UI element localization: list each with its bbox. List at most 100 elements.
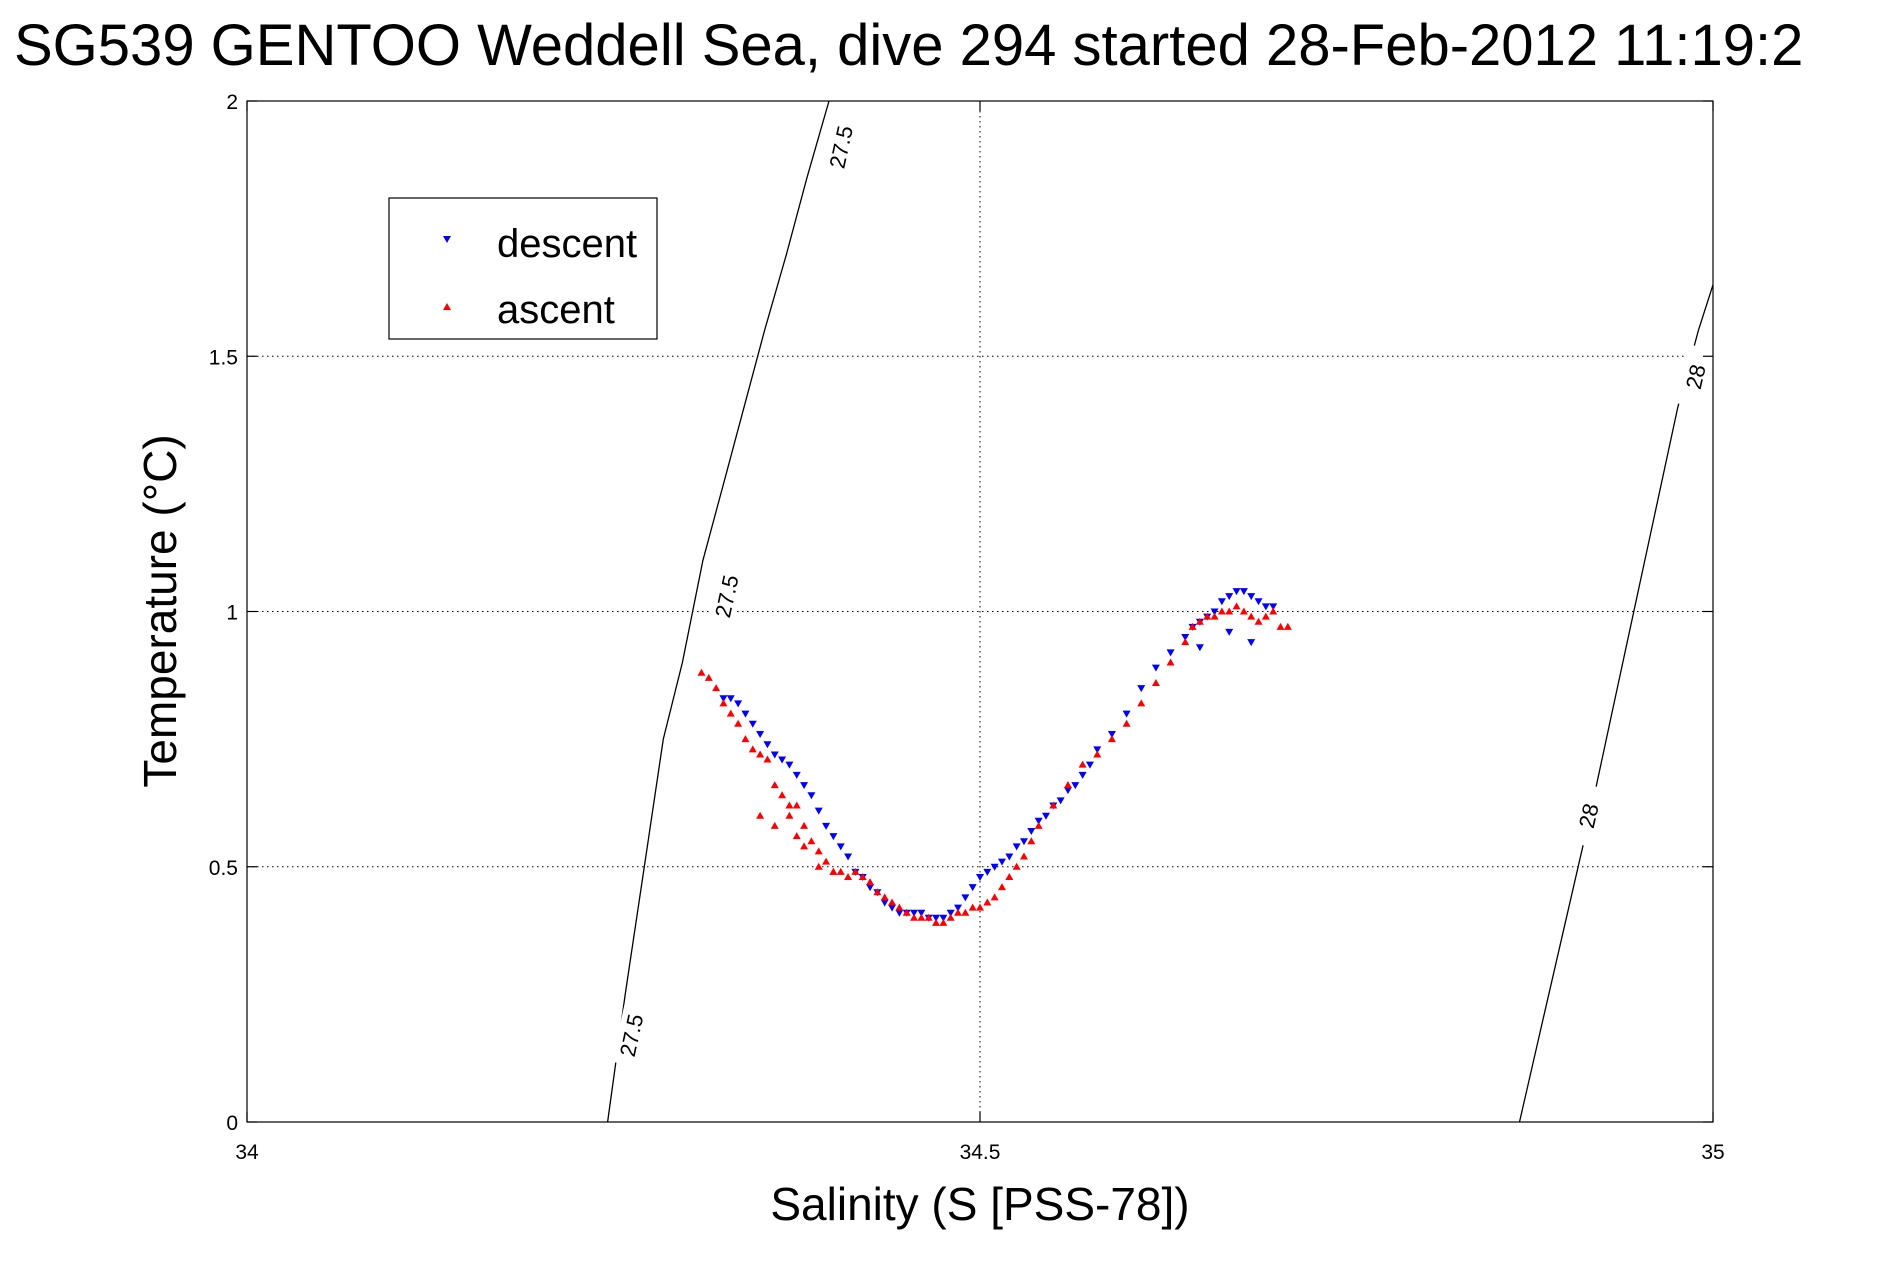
descent-point [829,833,838,841]
ascent-point [1195,617,1204,625]
ascent-point [1005,872,1014,880]
contour-label-gap [612,1003,651,1068]
ascent-point [836,867,845,875]
ascent-point [792,801,801,809]
y-tick-label: 1 [226,602,238,625]
ascent-point [954,908,963,916]
ascent-point [1210,612,1219,620]
ascent-point [814,847,823,855]
ascent-point [704,673,713,681]
ascent-point [1027,837,1036,845]
x-tick-label: 34.5 [960,1141,1001,1164]
ascent-point [1276,622,1285,630]
ascent-point [800,842,809,850]
descent-point [1239,588,1248,596]
descent-point [1247,639,1256,647]
legend-descent-label: descent [497,222,637,266]
grid-lines [247,101,1713,1122]
descent-point [844,853,853,861]
ascent-point [851,867,860,875]
ascent-point [814,862,823,870]
ascent-point [1151,678,1160,686]
ascent-point [1239,607,1248,615]
ascent-point [844,872,853,880]
ascent-point [932,918,941,926]
descent-point [880,899,889,907]
ascent-point [1012,862,1021,870]
descent-point [719,695,728,703]
descent-point [968,884,977,892]
descent-point [1232,588,1241,596]
ascent-point [924,913,933,921]
descent-point [1012,843,1021,851]
ascent-point [1078,760,1087,768]
contour-label-gap [707,564,746,629]
y-tick-label: 2 [226,91,238,114]
descent-point [1181,634,1190,642]
descent-point [778,756,787,764]
descent-point [1137,685,1146,693]
ascent-point [807,837,816,845]
legend-box [388,197,658,340]
descent-point [734,700,743,708]
descent-point [770,751,779,759]
ascent-point [910,913,919,921]
ascent-point [880,893,889,901]
ascent-point [719,699,728,707]
ascent-point [1283,622,1292,630]
ascent-point [961,908,970,916]
ascent-point [756,811,765,819]
ascent-point [866,878,875,886]
ascent-point [792,832,801,840]
chart-title: SG539 GENTOO Weddell Sea, dive 294 start… [14,13,1803,78]
descent-point [1225,593,1234,601]
contour-label-gap [821,114,860,180]
ascent-point [785,811,794,819]
ascent-point [1225,607,1234,615]
x-tick-label: 34 [235,1141,259,1164]
ascent-point [785,801,794,809]
descent-point [1019,838,1028,846]
contour-label-gap [1568,783,1608,848]
descent-point [1217,598,1226,606]
descent-point [1041,812,1050,820]
data-markers [697,588,1292,926]
ascent-point [829,867,838,875]
descent-point [822,822,831,830]
ascent-point [1122,719,1131,727]
contour-label: 28 [1574,801,1604,830]
isopycnal-line [606,100,830,1123]
ascent-point [997,883,1006,891]
ascent-point [697,668,706,676]
descent-point [814,807,823,815]
descent-point [1071,782,1080,790]
ascent-point [1034,821,1043,829]
descent-point [1269,603,1278,611]
ascent-point [734,719,743,727]
ascent-point [895,903,904,911]
descent-point [1093,746,1102,754]
descent-point [800,782,809,790]
ascent-point [1247,612,1256,620]
ascent-point [1254,617,1263,625]
legend-descent-marker [443,236,451,243]
ascent-point [726,709,735,717]
descent-point [763,741,772,749]
y-tick-label: 0.5 [209,857,238,880]
y-axis-label: Temperature (°C) [134,434,186,787]
ascent-point [1181,638,1190,646]
legend-ascent-marker [443,303,451,310]
descent-point [756,731,765,739]
series-descent [719,588,1278,922]
legend: descent ascent [388,197,658,340]
ascent-point [1166,658,1175,666]
descent-point [1005,853,1014,861]
descent-point [1166,649,1175,657]
descent-point [1122,710,1131,718]
descent-point [910,909,919,917]
descent-point [836,843,845,851]
ascent-point [858,872,867,880]
descent-point [1151,664,1160,672]
ascent-point [976,903,984,911]
